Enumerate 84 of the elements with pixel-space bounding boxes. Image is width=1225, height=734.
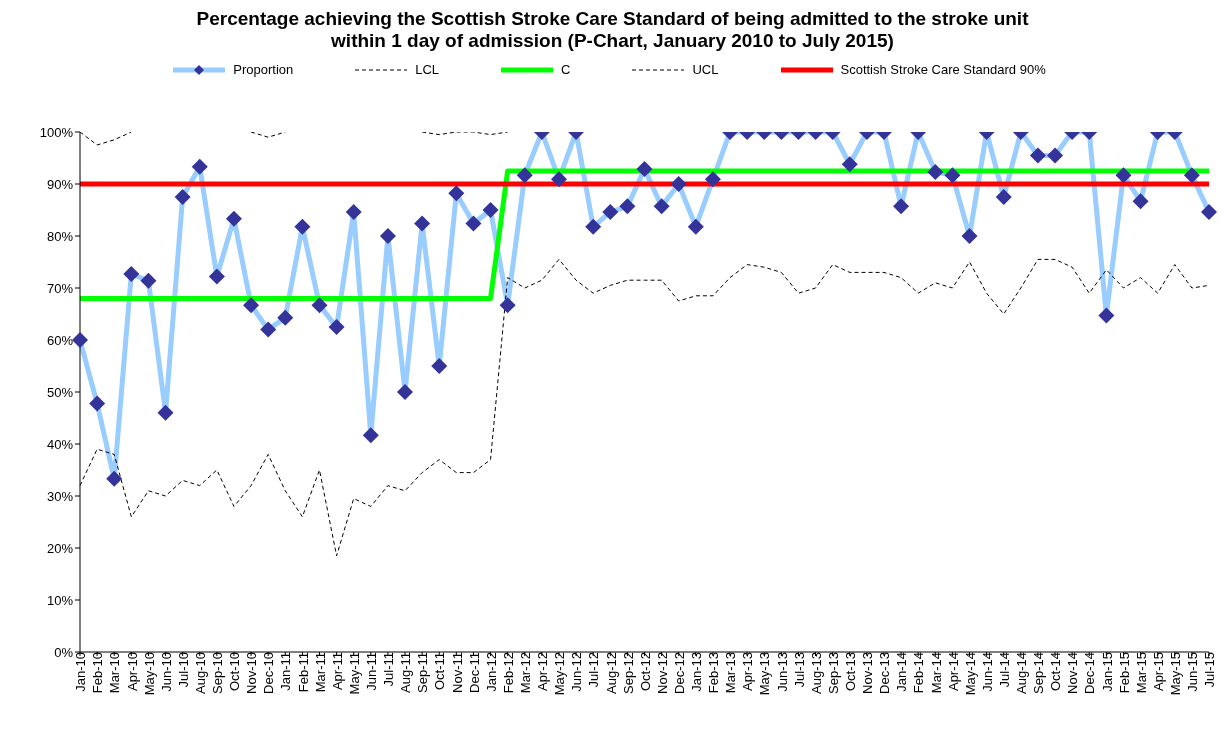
x-tick-label: Jan-11 (278, 652, 294, 691)
x-tick-label: Dec-11 (466, 652, 482, 693)
x-tick-label: Apr-10 (124, 652, 140, 692)
y-tick-label: 30% (46, 488, 74, 504)
y-tick-label: 20% (46, 540, 74, 556)
x-tick-label: Dec-10 (261, 652, 277, 694)
x-tick-label: Jun-10 (158, 652, 174, 692)
x-tick-label: Nov-12 (654, 652, 670, 694)
y-tick-label: 10% (46, 592, 74, 608)
x-tick-label: Nov-13 (860, 652, 876, 694)
x-tick-label: May-15 (1168, 652, 1184, 696)
x-tick-label: Jul-12 (586, 652, 602, 688)
legend-label: UCL (692, 62, 719, 77)
x-tick-label: Jul-10 (175, 652, 191, 688)
x-tick-label: Sep-11 (415, 652, 431, 693)
x-tick-label: Mar-14 (928, 652, 944, 694)
legend-label: LCL (415, 62, 440, 77)
y-tick-label: 70% (46, 280, 74, 296)
y-tick-label: 90% (46, 176, 74, 192)
legend-label: Proportion (233, 62, 294, 77)
x-tick-label: Jun-15 (1185, 652, 1201, 692)
y-tick-label: 40% (46, 436, 74, 452)
x-tick-label: Sep-12 (620, 652, 636, 694)
x-tick-label: Mar-13 (723, 652, 739, 694)
y-tick-label: 0% (54, 644, 74, 660)
x-tick-label: Feb-13 (706, 652, 722, 694)
x-tick-label: Sep-13 (825, 652, 841, 694)
x-tick-label: Mar-10 (107, 652, 123, 694)
x-tick-label: Nov-10 (244, 652, 260, 694)
x-tick-label: Jan-10 (73, 652, 89, 692)
y-tick-label: 80% (46, 228, 74, 244)
x-tick-label: Jun-13 (774, 652, 790, 692)
x-tick-label: Jun-11 (364, 652, 380, 691)
x-tick-label: Dec-14 (1082, 652, 1098, 694)
x-tick-label: Dec-13 (877, 652, 893, 694)
x-tick-label: Feb-15 (1116, 652, 1132, 694)
y-tick-label: 50% (46, 384, 74, 400)
x-tick-label: Jul-14 (996, 652, 1012, 688)
x-tick-label: Feb-14 (911, 652, 927, 694)
x-tick-label: Oct-11 (432, 652, 448, 691)
x-tick-label: Aug-11 (398, 652, 414, 693)
x-tick-label: Mar-11 (312, 652, 328, 693)
x-tick-label: Jul-11 (381, 652, 397, 687)
x-tick-label: Apr-12 (535, 652, 551, 692)
x-tick-label: May-14 (962, 652, 978, 696)
x-tick-label: Feb-11 (295, 652, 311, 693)
x-tick-label: Apr-11 (329, 652, 345, 691)
x-tick-label: Feb-10 (90, 652, 106, 694)
x-tick-label: Jan-13 (689, 652, 705, 692)
x-tick-label: May-12 (552, 652, 568, 696)
x-tick-label: Jan-14 (894, 652, 910, 692)
x-tick-label: May-11 (346, 652, 362, 695)
x-tick-label: Jul-13 (791, 652, 807, 688)
x-tick-label: Jun-12 (569, 652, 585, 692)
x-tick-label: Oct-12 (637, 652, 653, 692)
x-tick-label: Mar-12 (517, 652, 533, 694)
legend-label: Scottish Stroke Care Standard 90% (840, 62, 1046, 77)
x-tick-label: Feb-12 (500, 652, 516, 694)
x-tick-label: Apr-13 (740, 652, 756, 692)
x-tick-label: Jan-15 (1099, 652, 1115, 692)
x-tick-label: Mar-15 (1133, 652, 1149, 694)
y-tick-label: 60% (46, 332, 74, 348)
x-tick-label: Oct-10 (227, 652, 243, 692)
x-tick-label: Jul-15 (1202, 652, 1218, 688)
x-tick-label: Apr-14 (945, 652, 961, 692)
x-tick-label: May-10 (141, 652, 157, 696)
x-tick-label: Jun-14 (979, 652, 995, 692)
x-tick-label: May-13 (757, 652, 773, 696)
legend-label: C (561, 62, 571, 77)
x-tick-label: Dec-12 (671, 652, 687, 694)
chart-title: Percentage achieving the Scottish Stroke Care Standard of being admitted to the stroke unit within 1 day of admission (P-Chart, January 2010 to July 2015) (195, 8, 1030, 52)
x-tick-label: Nov-11 (449, 652, 465, 693)
x-tick-label: Aug-12 (603, 652, 619, 694)
x-tick-label: Aug-13 (808, 652, 824, 694)
x-tick-label: Aug-10 (192, 652, 208, 694)
x-tick-label: Oct-13 (843, 652, 858, 692)
x-tick-label: Aug-14 (1014, 652, 1030, 694)
x-tick-label: Sep-14 (1031, 652, 1047, 694)
x-tick-label: Nov-14 (1065, 652, 1081, 694)
x-tick-label: Apr-15 (1150, 652, 1166, 692)
x-tick-label: Oct-14 (1048, 652, 1064, 692)
y-tick-label: 100% (39, 124, 74, 140)
x-tick-label: Sep-10 (210, 652, 226, 694)
x-tick-label: Jan-12 (483, 652, 499, 692)
